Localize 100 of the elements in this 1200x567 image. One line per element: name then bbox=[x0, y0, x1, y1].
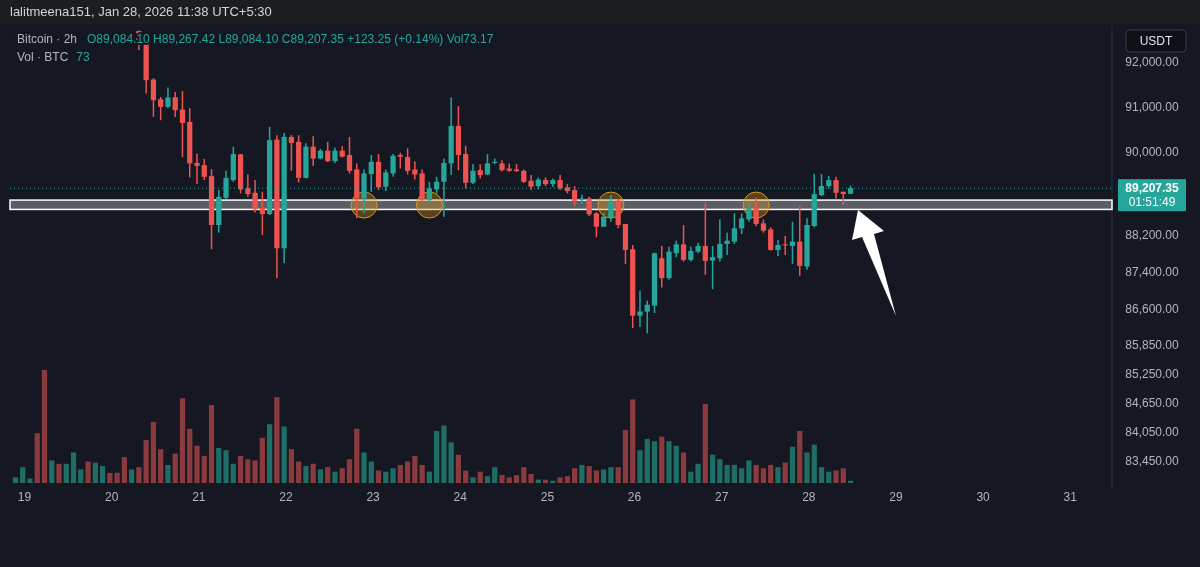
bar bbox=[41, 370, 48, 483]
bar bbox=[267, 424, 273, 483]
candlestick bbox=[245, 173, 251, 198]
bar bbox=[513, 475, 520, 483]
bar bbox=[797, 431, 803, 483]
bar bbox=[717, 459, 723, 483]
candlestick bbox=[775, 239, 781, 257]
bar bbox=[63, 463, 69, 483]
candlestick bbox=[782, 235, 788, 256]
candlestick bbox=[702, 202, 708, 276]
bar bbox=[412, 455, 418, 483]
x-tick-label: 23 bbox=[366, 490, 381, 504]
bar bbox=[528, 473, 534, 483]
bar bbox=[12, 477, 19, 483]
bar bbox=[361, 452, 367, 483]
y-tick-label: 87,400.00 bbox=[1125, 264, 1180, 279]
candlestick bbox=[404, 147, 411, 176]
candlestick bbox=[717, 218, 723, 263]
candlestick bbox=[346, 136, 353, 175]
bar bbox=[644, 438, 650, 483]
candlestick bbox=[644, 300, 650, 334]
candlestick bbox=[659, 245, 665, 289]
bar bbox=[739, 468, 745, 483]
x-tick-label: 25 bbox=[540, 490, 555, 504]
bar bbox=[216, 447, 222, 483]
bar bbox=[768, 464, 774, 483]
bar bbox=[702, 403, 708, 483]
bar bbox=[325, 467, 331, 483]
candlestick bbox=[325, 141, 331, 163]
text: lalitmeena151, Jan 28, 2026 11:38 UTC+5:30 bbox=[10, 4, 272, 19]
bar bbox=[230, 463, 236, 483]
text: 01:51:49 bbox=[1128, 195, 1176, 210]
bar bbox=[70, 452, 77, 483]
bar bbox=[332, 471, 338, 483]
bar bbox=[615, 467, 621, 483]
candlestick bbox=[608, 194, 614, 223]
candlestick bbox=[680, 224, 687, 263]
bar bbox=[85, 461, 91, 483]
bar bbox=[680, 452, 687, 483]
bar bbox=[753, 464, 759, 483]
bar bbox=[201, 455, 207, 483]
bar bbox=[339, 468, 345, 483]
y-tick-label: 85,850.00 bbox=[1125, 338, 1180, 353]
bar bbox=[368, 461, 374, 483]
x-tick-label: 30 bbox=[976, 490, 991, 504]
bar bbox=[107, 472, 113, 483]
bar bbox=[49, 460, 55, 483]
bar bbox=[448, 442, 454, 483]
candlestick bbox=[637, 289, 643, 328]
x-tick-label: 21 bbox=[192, 490, 206, 504]
candlestick bbox=[288, 134, 295, 172]
bar bbox=[310, 463, 316, 483]
candlestick bbox=[390, 153, 396, 178]
bar bbox=[695, 463, 701, 483]
bar bbox=[564, 476, 570, 483]
bar bbox=[666, 441, 672, 483]
bar bbox=[143, 440, 149, 483]
bar bbox=[492, 467, 498, 483]
candlestick bbox=[572, 185, 578, 207]
bar bbox=[818, 467, 825, 483]
candlestick bbox=[158, 96, 164, 121]
bar bbox=[731, 464, 737, 483]
bar bbox=[673, 445, 679, 483]
bar bbox=[651, 441, 658, 483]
bar bbox=[99, 466, 106, 483]
bar bbox=[27, 478, 33, 483]
x-tick-label: 29 bbox=[889, 490, 903, 504]
bar bbox=[760, 468, 767, 483]
y-axis-title: USDT bbox=[1139, 34, 1173, 48]
annotation: 73 bbox=[76, 50, 91, 64]
bar bbox=[317, 469, 324, 483]
bar bbox=[383, 471, 389, 483]
chart-title: Vol · BTC bbox=[17, 50, 69, 64]
x-tick-label: 27 bbox=[714, 490, 729, 504]
bar bbox=[136, 467, 142, 483]
bar bbox=[840, 468, 846, 483]
bar bbox=[630, 399, 636, 483]
bar bbox=[179, 398, 186, 483]
bar bbox=[724, 464, 730, 483]
bar bbox=[484, 476, 491, 483]
bar bbox=[477, 471, 483, 483]
bar bbox=[404, 461, 411, 483]
y-tick-label: 91,000.00 bbox=[1125, 99, 1180, 114]
bar bbox=[426, 471, 432, 483]
bar bbox=[252, 460, 258, 483]
bar bbox=[789, 446, 796, 483]
bar bbox=[782, 462, 788, 483]
bar bbox=[572, 468, 578, 483]
x-tick-label: 31 bbox=[1063, 490, 1078, 504]
bar bbox=[150, 421, 157, 483]
x-tick-label: 20 bbox=[104, 490, 119, 504]
bar bbox=[397, 464, 403, 483]
x-tick-label: 24 bbox=[453, 490, 468, 504]
bar bbox=[434, 431, 440, 483]
bar bbox=[826, 471, 832, 483]
x-tick-label: 26 bbox=[627, 490, 642, 504]
candlestick bbox=[201, 158, 207, 181]
bar bbox=[237, 455, 244, 483]
x-tick-label: 19 bbox=[17, 490, 32, 504]
bar bbox=[259, 437, 265, 483]
